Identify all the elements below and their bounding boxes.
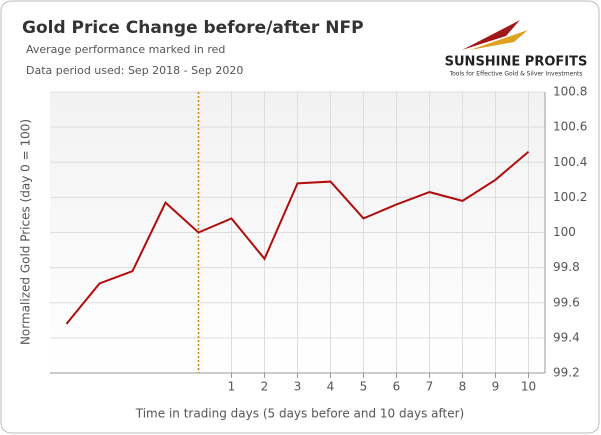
x-tick-label: 6 [393,380,401,394]
y-tick-label: 100.2 [553,190,587,204]
chart-title: Gold Price Change before/after NFP [22,18,364,38]
x-tick-label: 8 [459,380,467,394]
x-tick-label: 9 [492,380,500,394]
x-tick-label: 4 [327,380,335,394]
logo: SUNSHINE PROFITS Tools for Effective Gol… [445,20,588,78]
logo-name: SUNSHINE PROFITS [445,55,588,70]
y-tick-label: 100.4 [553,155,587,169]
logo-shape [470,30,528,50]
subtitle: Average performance marked in red [26,43,225,56]
y-tick-label: 99.6 [553,295,580,309]
x-tick-label: 7 [426,380,434,394]
line-series [65,150,530,325]
x-tick-label: 10 [521,380,536,394]
y-axis-label: Normalized Gold Prices (day 0 = 100) [19,119,33,345]
x-tick-label: 2 [261,380,269,394]
y-tick-label: 100.8 [553,85,587,99]
x-tick-label: 3 [294,380,302,394]
logo-tagline: Tools for Effective Gold & Silver Invest… [448,71,582,78]
y-tick-label: 99.2 [553,366,580,380]
x-axis-label: Time in trading days (5 days before and … [135,407,464,421]
x-tick-label: 1 [228,380,236,394]
logo-shape [462,20,520,50]
y-tick-label: 99.8 [553,260,580,274]
y-tick-label: 99.4 [553,330,580,344]
y-tick-label: 100.6 [553,120,587,134]
x-tick-label: 5 [360,380,368,394]
y-tick-label: 100 [553,225,576,239]
subtitle: Data period used: Sep 2018 - Sep 2020 [26,64,243,77]
